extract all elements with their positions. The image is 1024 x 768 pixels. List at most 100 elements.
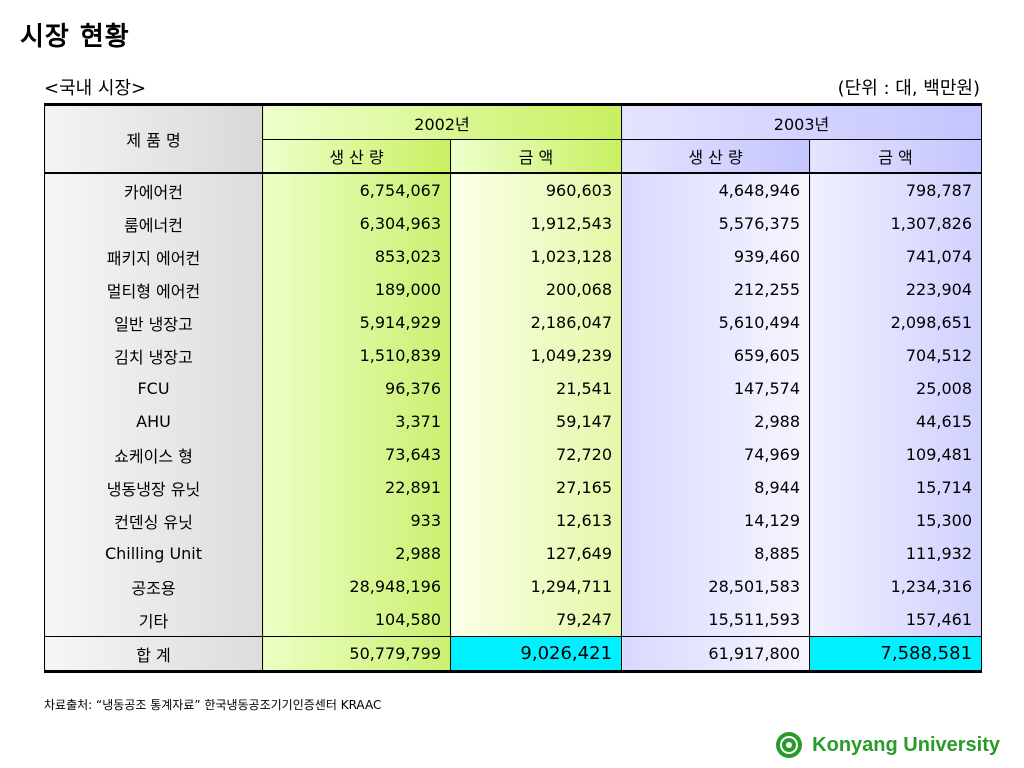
unit-note: (단위 : 대, 백만원) [837,78,980,99]
table-row: 멀티형 에어컨 189,000 200,068 212,255 223,904 [44,273,983,306]
cell-product: 공조용 [44,570,263,603]
university-logo-icon [776,732,803,758]
cell-product: 일반 냉장고 [44,306,263,339]
cell-production-2003: 147,574 [621,372,811,405]
cell-production-2002: 1,510,839 [262,339,451,372]
cell-product: 멀티형 에어컨 [44,273,263,306]
header-production-2002: 생 산 량 [262,139,451,174]
cell-production-2003: 8,885 [621,537,811,570]
cell-production-2003: 4,648,946 [621,173,811,207]
header-amount-2003: 금 액 [809,139,983,174]
cell-amount-2003: 25,008 [809,372,983,405]
table-row: 카에어컨 6,754,067 960,603 4,648,946 798,787 [44,173,983,207]
cell-product: 기타 [44,603,263,637]
cell-production-2002: 96,376 [262,372,451,405]
cell-amount-2002: 200,068 [449,273,623,306]
table-row: AHU 3,371 59,147 2,988 44,615 [44,405,983,438]
cell-amount-2002: 1,023,128 [449,240,623,273]
cell-product: 냉동냉장 유닛 [44,471,263,504]
table-row: 공조용 28,948,196 1,294,711 28,501,583 1,234,31… [44,570,983,603]
cell-amount-2003: 15,300 [809,504,983,537]
market-table: 제 품 명 2002년 2003년 생 산 량 금 액 생 산 량 금 액 카에… [44,103,983,673]
cell-amount-2002: 1,294,711 [449,570,623,603]
cell-product: 카에어컨 [44,173,263,207]
cell-production-2002: 853,023 [262,240,451,273]
total-row: 합 계 50,779,799 9,026,421 61,917,800 7,58… [44,636,983,673]
cell-production-2002: 6,304,963 [262,207,451,240]
cell-production-2003: 14,129 [621,504,811,537]
page-title: 시장 현황 [20,22,130,52]
university-name: Konyang University [812,733,1000,756]
source-note: 차료출처: “냉동공조 통계자료” 한국냉동공조기기인증센터 KRAAC [44,698,382,712]
cell-production-2003: 939,460 [621,240,811,273]
cell-production-2003: 28,501,583 [621,570,811,603]
cell-production-2002: 2,988 [262,537,451,570]
header-production-2003: 생 산 량 [621,139,811,174]
cell-amount-2002: 27,165 [449,471,623,504]
cell-amount-2003: 223,904 [809,273,983,306]
cell-amount-2003: 741,074 [809,240,983,273]
cell-production-2003: 2,988 [621,405,811,438]
table-caption: <국내 시장> (단위 : 대, 백만원) [44,74,980,99]
cell-production-2002: 73,643 [262,438,451,471]
cell-product: 쇼케이스 형 [44,438,263,471]
cell-amount-2003: 704,512 [809,339,983,372]
cell-product: 김치 냉장고 [44,339,263,372]
table-row: 쇼케이스 형 73,643 72,720 74,969 109,481 [44,438,983,471]
table-body: 카에어컨 6,754,067 960,603 4,648,946 798,787 룸에너컨… [44,173,983,673]
cell-amount-2002: 2,186,047 [449,306,623,339]
cell-amount-2002: 21,541 [449,372,623,405]
cell-amount-2003: 109,481 [809,438,983,471]
cell-amount-2002: 72,720 [449,438,623,471]
footer-brand: Konyang University [776,732,1000,758]
header-year-2003: 2003년 [621,104,983,140]
table-row: 일반 냉장고 5,914,929 2,186,047 5,610,494 2,098,6… [44,306,983,339]
cell-amount-2002: 1,049,239 [449,339,623,372]
table-row: 냉동냉장 유닛 22,891 27,165 8,944 15,714 [44,471,983,504]
cell-production-2002: 5,914,929 [262,306,451,339]
cell-product: AHU [44,405,263,438]
cell-product: 컨덴싱 유닛 [44,504,263,537]
cell-amount-2002: 1,912,543 [449,207,623,240]
cell-amount-2002: 127,649 [449,537,623,570]
cell-amount-2002: 12,613 [449,504,623,537]
cell-product: 패키지 에어컨 [44,240,263,273]
cell-product: 룸에너컨 [44,207,263,240]
cell-amount-2003: 1,234,316 [809,570,983,603]
cell-amount-2003: 157,461 [809,603,983,637]
cell-production-2003: 8,944 [621,471,811,504]
table-row: 기타 104,580 79,247 15,511,593 157,461 [44,603,983,637]
cell-production-2003: 15,511,593 [621,603,811,637]
cell-amount-2003: 798,787 [809,173,983,207]
cell-amount-2003: 7,588,581 [809,636,983,673]
cell-production-2002: 933 [262,504,451,537]
table-row: 패키지 에어컨 853,023 1,023,128 939,460 741,074 [44,240,983,273]
cell-amount-2002: 960,603 [449,173,623,207]
table-row: 룸에너컨 6,304,963 1,912,543 5,576,375 1,307,826 [44,207,983,240]
cell-production-2002: 104,580 [262,603,451,637]
cell-amount-2003: 111,932 [809,537,983,570]
cell-production-2003: 5,576,375 [621,207,811,240]
cell-production-2003: 61,917,800 [621,636,811,673]
cell-production-2002: 22,891 [262,471,451,504]
table-row: FCU 96,376 21,541 147,574 25,008 [44,372,983,405]
cell-amount-2003: 1,307,826 [809,207,983,240]
cell-production-2003: 5,610,494 [621,306,811,339]
cell-amount-2003: 44,615 [809,405,983,438]
cell-amount-2002: 59,147 [449,405,623,438]
table-row: 김치 냉장고 1,510,839 1,049,239 659,605 704,512 [44,339,983,372]
cell-product: 합 계 [44,636,263,673]
table-row: 컨덴싱 유닛 933 12,613 14,129 15,300 [44,504,983,537]
header-year-2002: 2002년 [261,104,623,140]
cell-production-2002: 50,779,799 [262,636,451,673]
header-product-name: 제 품 명 [44,104,263,174]
cell-production-2002: 6,754,067 [262,173,451,207]
cell-product: Chilling Unit [44,537,263,570]
cell-amount-2002: 9,026,421 [449,636,623,673]
table-row: Chilling Unit 2,988 127,649 8,885 111,932 [44,537,983,570]
cell-product: FCU [44,372,263,405]
cell-amount-2003: 2,098,651 [809,306,983,339]
cell-production-2003: 212,255 [621,273,811,306]
cell-production-2002: 189,000 [262,273,451,306]
header-amount-2002: 금 액 [449,139,623,174]
